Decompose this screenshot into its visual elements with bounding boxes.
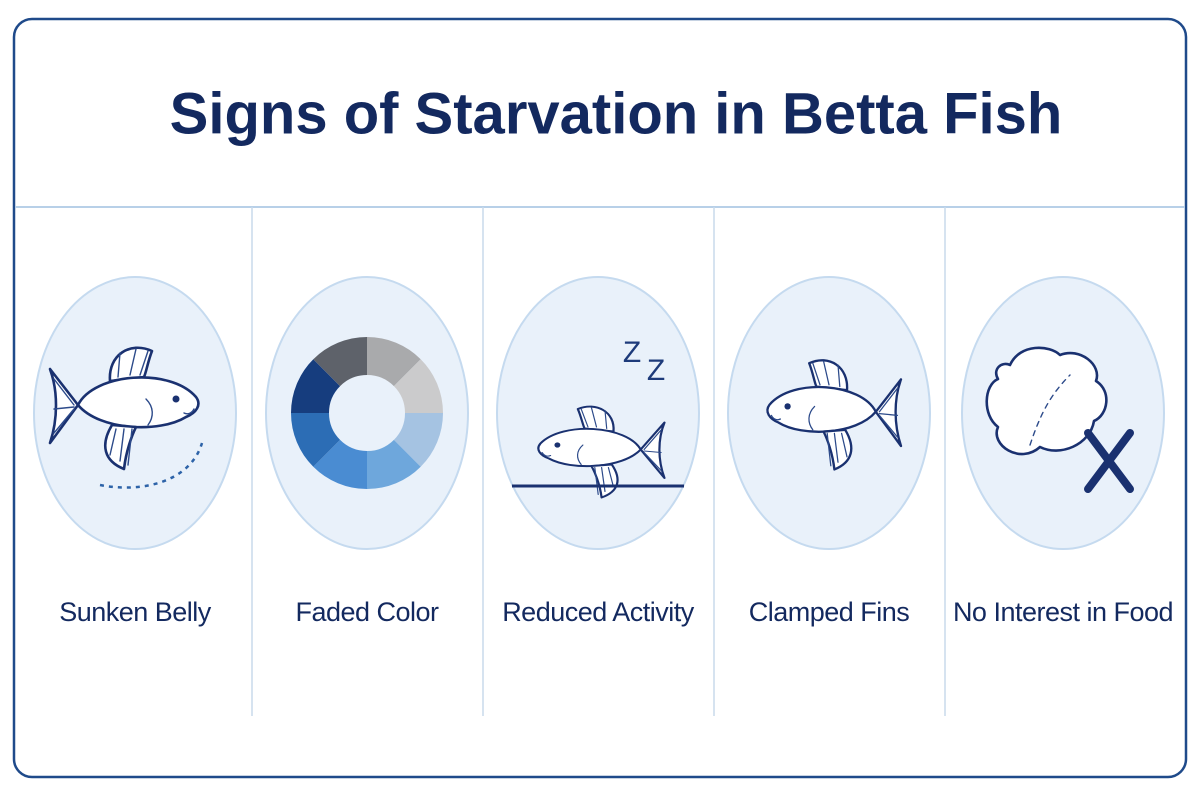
sign-label: Reduced Activity xyxy=(502,597,695,627)
sleep-letter: Z xyxy=(647,354,665,387)
column-dividers xyxy=(251,207,946,716)
sign-label: Faded Color xyxy=(295,597,439,627)
icon-circle xyxy=(265,276,469,550)
icon-faded-color xyxy=(291,337,443,489)
icon-no-food xyxy=(985,346,1134,493)
sign-label: No Interest in Food xyxy=(953,597,1173,627)
icon-reduced-activity: Z Z xyxy=(512,336,684,499)
sleep-letter: Z xyxy=(623,336,641,369)
title: Signs of Starvation in Betta Fish xyxy=(170,81,1063,146)
sign-label: Sunken Belly xyxy=(59,597,212,627)
sign-label: Clamped Fins xyxy=(749,597,910,627)
